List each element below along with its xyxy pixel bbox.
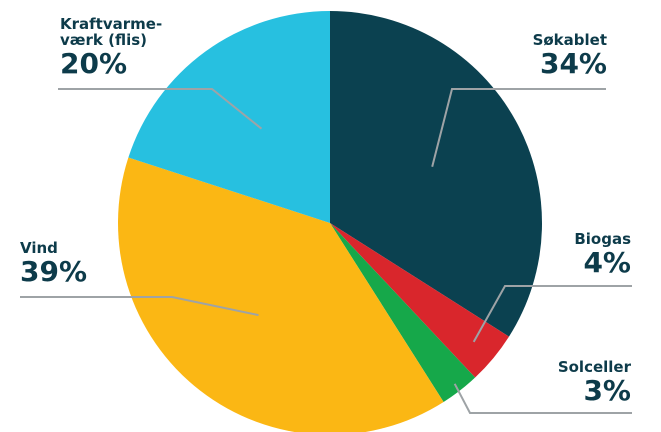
leader-line-kraftvarmevaerk-flis <box>58 88 263 130</box>
pie-slice-kraftvarmevaerk-flis <box>128 11 330 223</box>
leader-line-sokablet <box>431 88 606 168</box>
slice-label-kraftvarmevaerk: Kraftvarme- værk (flis) 20% <box>60 16 162 80</box>
slice-name-biogas: Biogas <box>574 230 631 248</box>
slice-label-vind: Vind 39% <box>20 240 87 288</box>
slice-name-sokablet: Søkablet <box>532 31 607 49</box>
pie-slice-vind <box>118 157 444 432</box>
pie-slice-sokablet <box>330 11 543 337</box>
pie-slice-solceller <box>330 223 476 402</box>
slice-name-kraftvarmevaerk-line2: værk (flis) <box>60 31 147 49</box>
leader-line-solceller <box>453 383 632 414</box>
slice-value-kraftvarmevaerk: 20% <box>60 47 128 80</box>
leader-line-biogas <box>472 285 632 343</box>
slice-name-solceller: Solceller <box>557 358 631 376</box>
slice-label-biogas: Biogas 4% <box>574 231 631 279</box>
slice-label-sokablet: Søkablet 34% <box>533 32 607 80</box>
slice-value-biogas: 4% <box>583 246 631 279</box>
slice-value-vind: 39% <box>20 255 88 288</box>
pie-slice-biogas <box>330 223 509 378</box>
leader-line-vind <box>20 296 259 317</box>
slice-name-kraftvarmevaerk-line1: Kraftvarme- <box>60 15 163 33</box>
slice-value-sokablet: 34% <box>539 47 607 80</box>
slice-name-vind: Vind <box>20 239 58 257</box>
slice-value-solceller: 3% <box>583 374 631 407</box>
slice-label-solceller: Solceller 3% <box>558 359 631 407</box>
